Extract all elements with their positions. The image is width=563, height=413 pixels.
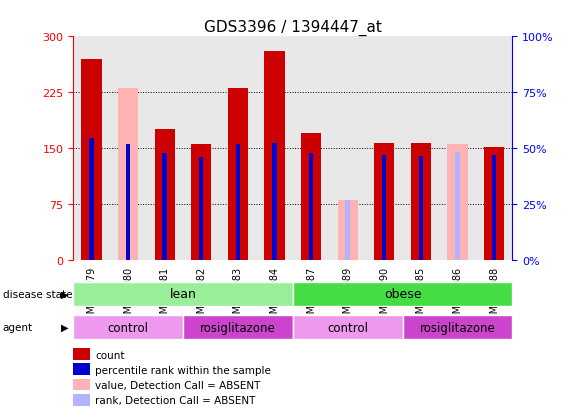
Text: rosiglitazone: rosiglitazone <box>419 321 495 334</box>
Bar <box>309 154 313 260</box>
Bar <box>293 315 403 339</box>
Bar <box>419 157 423 260</box>
Bar <box>236 144 240 260</box>
Bar <box>448 145 467 260</box>
Bar <box>73 282 293 306</box>
Text: control: control <box>327 321 368 334</box>
Bar <box>293 282 512 306</box>
Bar <box>183 315 293 339</box>
Text: ▶: ▶ <box>61 322 69 332</box>
Bar <box>374 143 394 260</box>
Bar <box>382 156 386 260</box>
Text: ▶: ▶ <box>61 290 69 299</box>
Bar <box>73 379 90 391</box>
Bar <box>82 59 101 260</box>
Text: control: control <box>108 321 149 334</box>
Bar <box>492 155 496 260</box>
Bar <box>90 139 93 260</box>
Bar <box>338 201 358 260</box>
Text: count: count <box>95 350 124 360</box>
Bar <box>272 143 276 260</box>
Bar <box>484 147 504 260</box>
Bar <box>155 130 175 260</box>
Text: disease state: disease state <box>3 290 72 299</box>
Bar <box>199 158 203 260</box>
Bar <box>301 134 321 260</box>
Bar <box>403 315 512 339</box>
Text: percentile rank within the sample: percentile rank within the sample <box>95 365 271 375</box>
Bar <box>163 154 167 260</box>
Bar <box>118 89 138 260</box>
Bar <box>455 152 459 260</box>
Bar <box>265 52 284 260</box>
Text: obese: obese <box>384 288 421 301</box>
Bar <box>228 89 248 260</box>
Bar <box>126 145 130 260</box>
Bar <box>73 315 183 339</box>
Bar <box>346 201 350 260</box>
Title: GDS3396 / 1394447_at: GDS3396 / 1394447_at <box>204 20 382 36</box>
Text: rank, Detection Call = ABSENT: rank, Detection Call = ABSENT <box>95 396 256 406</box>
Bar <box>411 143 431 260</box>
Bar <box>73 348 90 360</box>
Text: lean: lean <box>169 288 196 301</box>
Text: value, Detection Call = ABSENT: value, Detection Call = ABSENT <box>95 380 261 390</box>
Bar <box>191 145 211 260</box>
Text: rosiglitazone: rosiglitazone <box>200 321 276 334</box>
Bar <box>73 394 90 406</box>
Text: agent: agent <box>3 322 33 332</box>
Bar <box>73 363 90 375</box>
